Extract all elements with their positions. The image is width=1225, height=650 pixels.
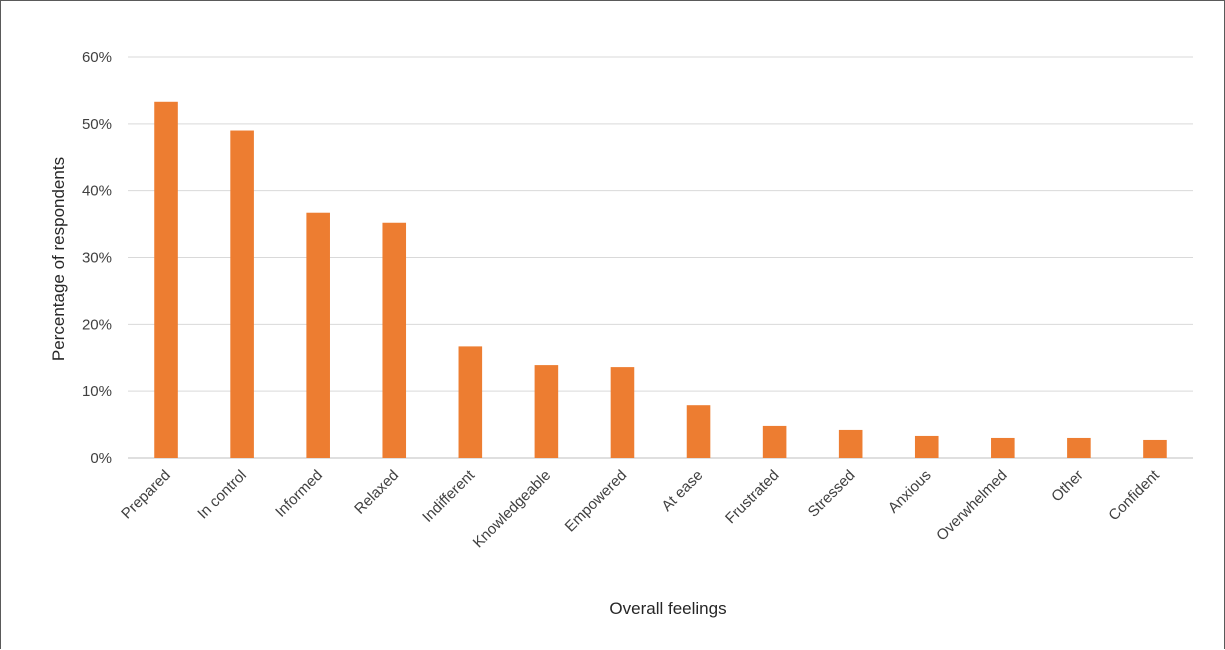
x-tick-label: At ease <box>658 467 706 515</box>
x-tick-label: Frustrated <box>722 467 782 527</box>
bar <box>1143 439 1167 458</box>
x-tick-label: Relaxed <box>351 467 402 518</box>
y-axis-title: Percentage of respondents <box>49 157 68 361</box>
x-tick-label: Informed <box>272 467 326 521</box>
bar <box>534 365 559 458</box>
bar <box>382 222 407 458</box>
x-tick-label: Other <box>1048 467 1087 506</box>
x-tick-label: Stressed <box>805 467 859 521</box>
y-tick-label: 0% <box>90 450 112 467</box>
bar <box>306 212 330 458</box>
x-axis-title: Overall feelings <box>609 599 726 618</box>
bars <box>154 101 1167 458</box>
y-tick-label: 20% <box>82 316 112 333</box>
x-tick-labels: Prepared In control Informed Relaxed Indiffe… <box>118 466 1163 551</box>
x-tick-label: Overwhelmed <box>933 467 1010 544</box>
x-tick-label: Prepared <box>118 467 174 523</box>
bar <box>458 346 483 458</box>
bar <box>991 437 1015 458</box>
bar <box>686 405 711 458</box>
bar <box>914 435 939 458</box>
y-tick-label: 30% <box>82 250 112 267</box>
bar <box>230 130 254 458</box>
bar <box>154 101 178 458</box>
y-tick-label: 60% <box>82 49 112 66</box>
y-tick-labels: 0% 10% 20% 30% 40% 50% 60% <box>82 49 112 467</box>
y-tick-label: 40% <box>82 183 112 200</box>
y-tick-label: 50% <box>82 116 112 133</box>
bar <box>762 425 787 458</box>
y-tick-label: 10% <box>82 383 112 400</box>
bar <box>610 367 635 458</box>
x-tick-label: Indifferent <box>419 466 479 526</box>
x-tick-label: Anxious <box>885 467 935 517</box>
x-tick-label: Confident <box>1105 466 1163 524</box>
bar <box>1067 437 1091 458</box>
bar <box>838 429 863 458</box>
x-tick-label: In control <box>194 467 250 523</box>
x-tick-label: Empowered <box>562 467 631 536</box>
gridlines <box>128 56 1193 459</box>
x-tick-label: Knowledgeable <box>470 467 555 552</box>
